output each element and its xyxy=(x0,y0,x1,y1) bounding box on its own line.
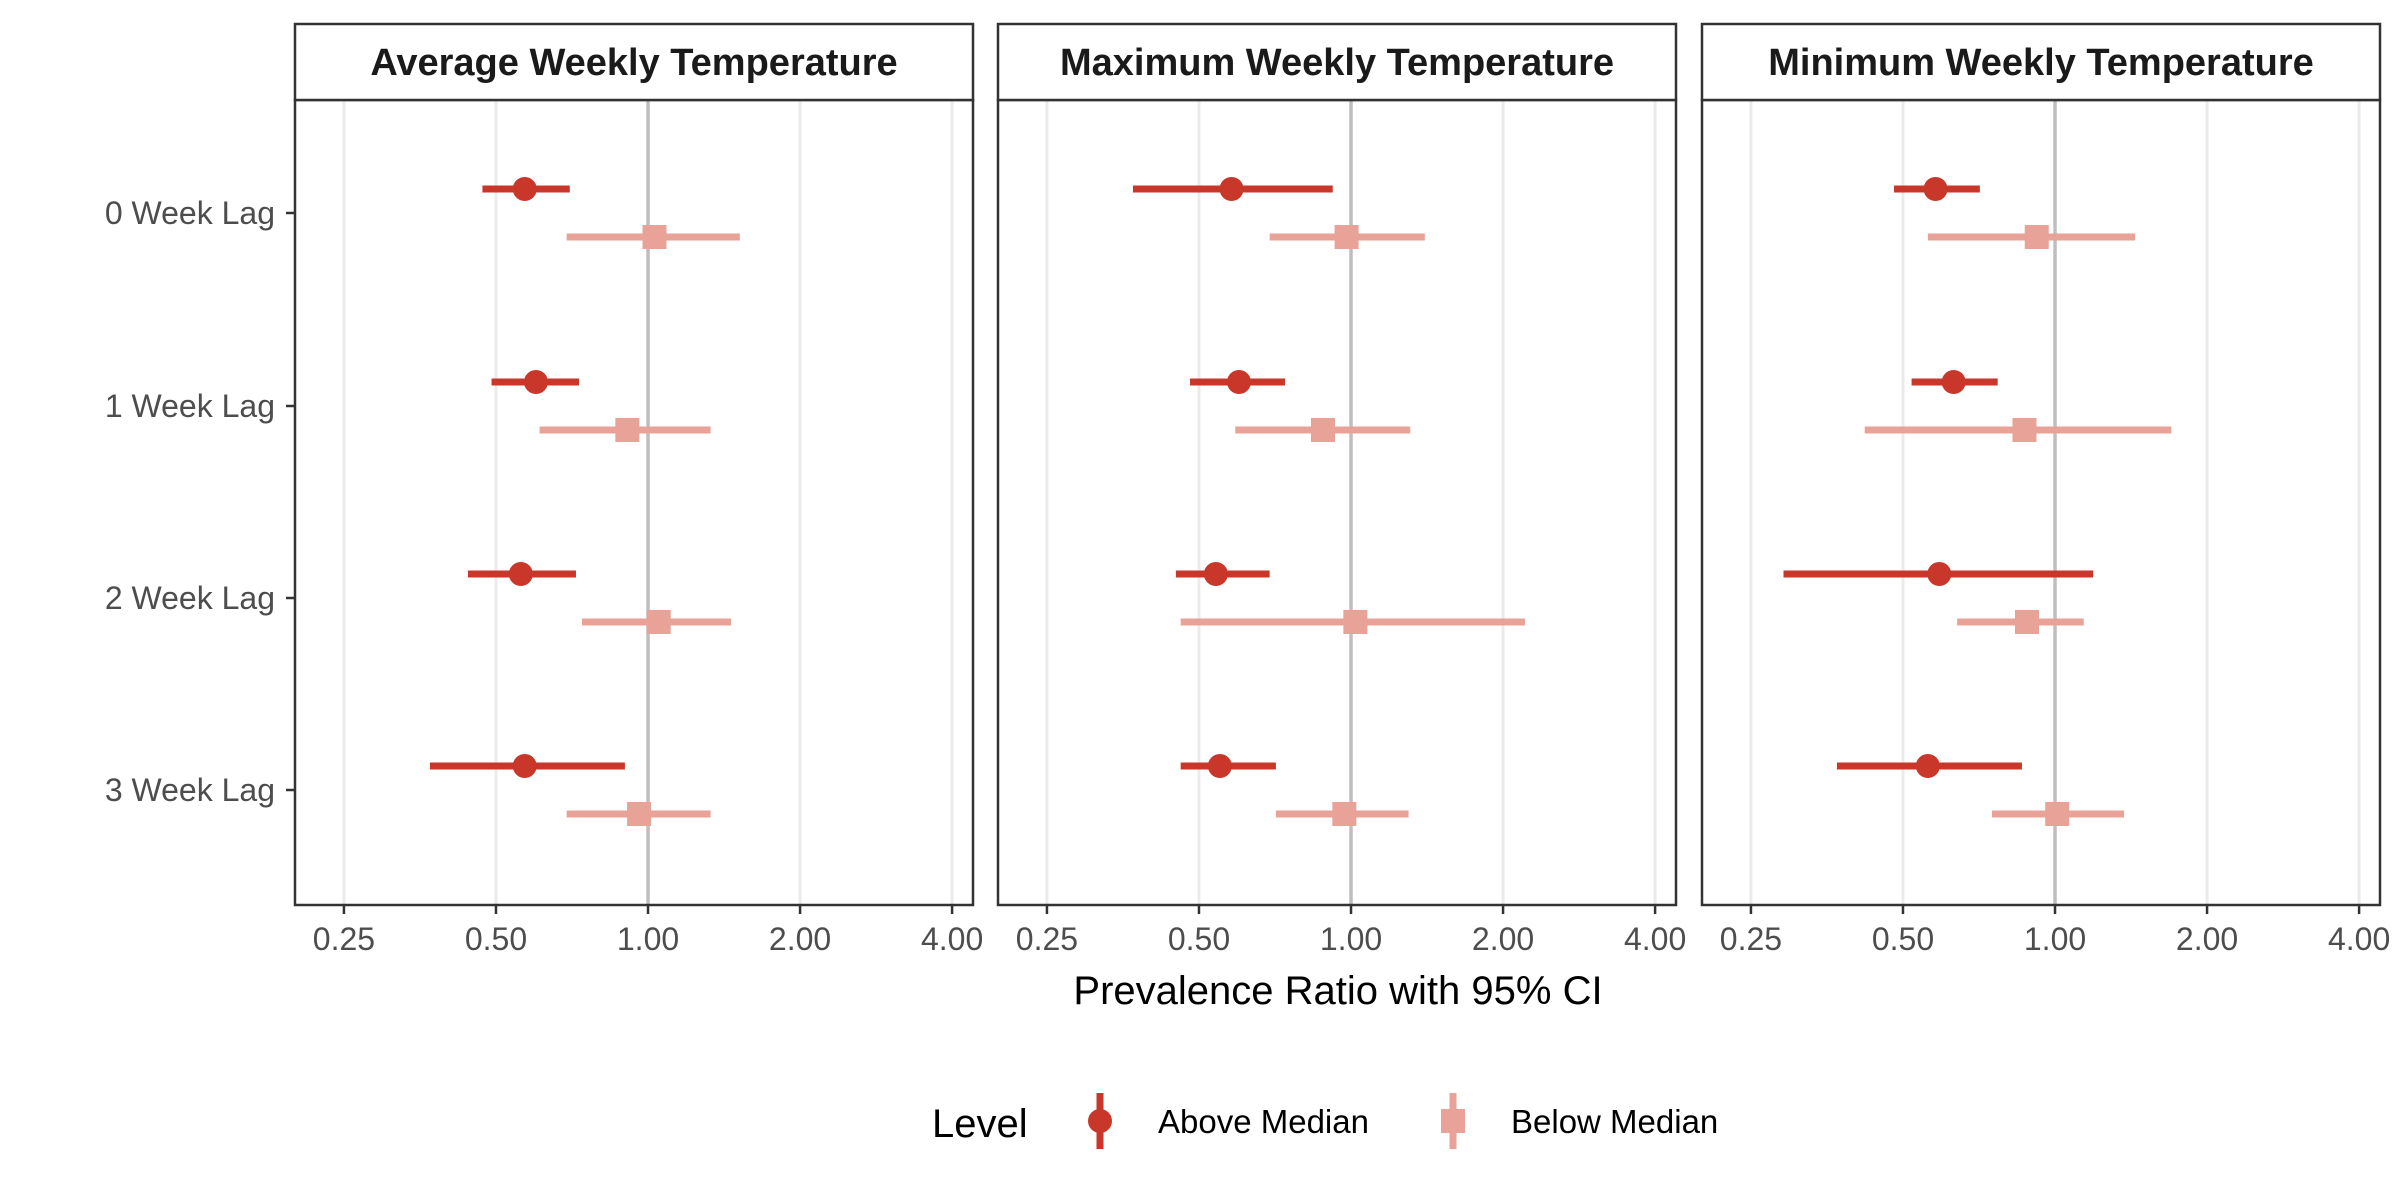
x-tick-label: 2.00 xyxy=(2176,921,2238,957)
point-estimate-circle xyxy=(1941,370,1966,394)
point-estimate-square xyxy=(1334,225,1359,249)
y-tick-label: 0 Week Lag xyxy=(105,195,275,231)
point-estimate-circle xyxy=(512,177,537,201)
point-estimate-circle xyxy=(508,562,533,586)
x-tick-label: 2.00 xyxy=(1472,921,1534,957)
x-tick-label: 2.00 xyxy=(769,921,831,957)
point-estimate-square xyxy=(642,225,667,249)
point-estimate-square xyxy=(1310,418,1335,442)
x-tick-label: 4.00 xyxy=(2328,921,2390,957)
x-tick-label: 1.00 xyxy=(617,921,679,957)
point-estimate-square xyxy=(2024,225,2049,249)
legend: Level Above Median Below Median xyxy=(932,1093,1718,1149)
x-axis-title: Prevalence Ratio with 95% CI xyxy=(1073,969,1602,1013)
y-tick-label: 1 Week Lag xyxy=(105,388,275,424)
point-estimate-square xyxy=(2012,418,2037,442)
point-estimate-circle xyxy=(1203,562,1228,586)
y-tick-label: 2 Week Lag xyxy=(105,580,275,616)
x-tick-label: 0.50 xyxy=(1872,921,1934,957)
point-estimate-circle xyxy=(512,754,537,778)
legend-key-square xyxy=(1441,1109,1465,1133)
facet-title: Minimum Weekly Temperature xyxy=(1768,42,2314,84)
point-estimate-square xyxy=(2045,802,2070,826)
point-estimate-circle xyxy=(1927,562,1952,586)
legend-item: Below Median xyxy=(1441,1093,1718,1149)
facet-panel-2: Maximum Weekly Temperature 0.25 0.50 1.00 2.… xyxy=(996,22,1686,957)
x-tick-label: 0.25 xyxy=(1016,921,1078,957)
facet-title: Average Weekly Temperature xyxy=(370,42,897,84)
legend-items: Above Median Below Median xyxy=(1088,1093,1718,1149)
facet-panels: Average Weekly Temperature 0.25 0.50 1.00 2.… xyxy=(293,22,2390,957)
panel-background xyxy=(295,100,973,905)
point-estimate-circle xyxy=(1219,177,1244,201)
point-estimate-square xyxy=(1343,610,1368,634)
point-estimate-square xyxy=(1332,802,1357,826)
x-tick-label: 0.25 xyxy=(313,921,375,957)
x-tick-label: 0.50 xyxy=(465,921,527,957)
facet-panel-1: Average Weekly Temperature 0.25 0.50 1.00 2.… xyxy=(293,22,983,957)
x-tick-label: 0.25 xyxy=(1720,921,1782,957)
facet-strip xyxy=(996,22,1678,102)
x-tick-label: 1.00 xyxy=(1320,921,1382,957)
point-estimate-square xyxy=(646,610,671,634)
point-estimate-circle xyxy=(1207,754,1232,778)
legend-label: Above Median xyxy=(1158,1103,1369,1140)
x-tick-label: 4.00 xyxy=(1624,921,1686,957)
point-estimate-circle xyxy=(1226,370,1251,394)
x-tick-label: 4.00 xyxy=(921,921,983,957)
y-axis: 0 Week Lag 1 Week Lag 2 Week Lag 3 Week Lag xyxy=(105,195,295,808)
point-estimate-circle xyxy=(1915,754,1940,778)
x-tick-label: 0.50 xyxy=(1168,921,1230,957)
legend-title: Level xyxy=(932,1102,1028,1146)
x-tick-label: 1.00 xyxy=(2024,921,2086,957)
point-estimate-circle xyxy=(523,370,548,394)
facet-strip xyxy=(293,22,975,102)
point-estimate-square xyxy=(627,802,652,826)
facet-panel-3: Minimum Weekly Temperature 0.25 0.50 1.00 2.… xyxy=(1700,22,2390,957)
legend-key-circle xyxy=(1088,1109,1112,1133)
point-estimate-square xyxy=(2014,610,2039,634)
legend-label: Below Median xyxy=(1511,1103,1718,1140)
panel-background xyxy=(1702,100,2380,905)
facet-title: Maximum Weekly Temperature xyxy=(1060,42,1614,84)
y-tick-label: 3 Week Lag xyxy=(105,772,275,808)
point-estimate-circle xyxy=(1923,177,1948,201)
legend-item: Above Median xyxy=(1088,1093,1369,1149)
point-estimate-square xyxy=(615,418,640,442)
panel-background xyxy=(998,100,1676,905)
facet-strip xyxy=(1700,22,2382,102)
